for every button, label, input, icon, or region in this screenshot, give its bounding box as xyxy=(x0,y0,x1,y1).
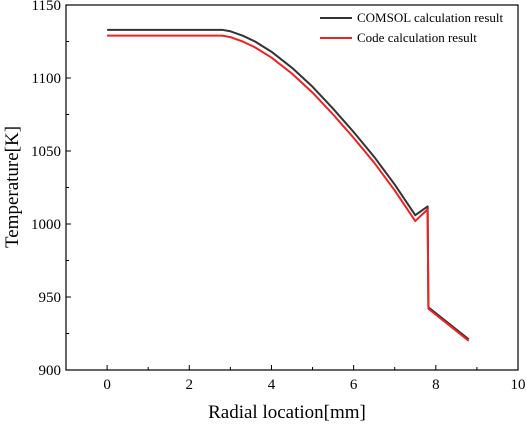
x-axis-ticks: 0 2 4 6 8 10 xyxy=(65,365,526,393)
x-axis-title: Radial location[mm] xyxy=(208,402,366,423)
x-tick-label: 2 xyxy=(186,377,194,393)
legend-label-comsol: COMSOL calculation result xyxy=(357,10,503,25)
x-tick-label: 8 xyxy=(432,377,440,393)
legend: COMSOL calculation result Code calculati… xyxy=(320,10,503,45)
y-tick-label: 1050 xyxy=(31,144,61,160)
legend-label-code: Code calculation result xyxy=(357,30,477,45)
y-tick-label: 950 xyxy=(39,290,62,306)
y-tick-label: 1150 xyxy=(32,0,61,14)
series-layer xyxy=(107,28,470,342)
x-tick-label: 10 xyxy=(511,377,526,393)
y-tick-label: 1100 xyxy=(32,71,61,87)
series-comsol-line xyxy=(107,28,470,341)
y-tick-label: 1000 xyxy=(31,217,61,233)
x-tick-label: 0 xyxy=(103,377,111,393)
y-axis-ticks: 900 950 1000 1050 1100 1150 xyxy=(31,0,71,379)
plot-frame xyxy=(65,4,519,371)
y-tick-label: 900 xyxy=(39,363,62,379)
x-tick-label: 4 xyxy=(268,377,276,393)
x-tick-label: 6 xyxy=(350,377,358,393)
series-code-line xyxy=(107,34,470,342)
y-axis-title: Temperature[K] xyxy=(2,126,23,248)
